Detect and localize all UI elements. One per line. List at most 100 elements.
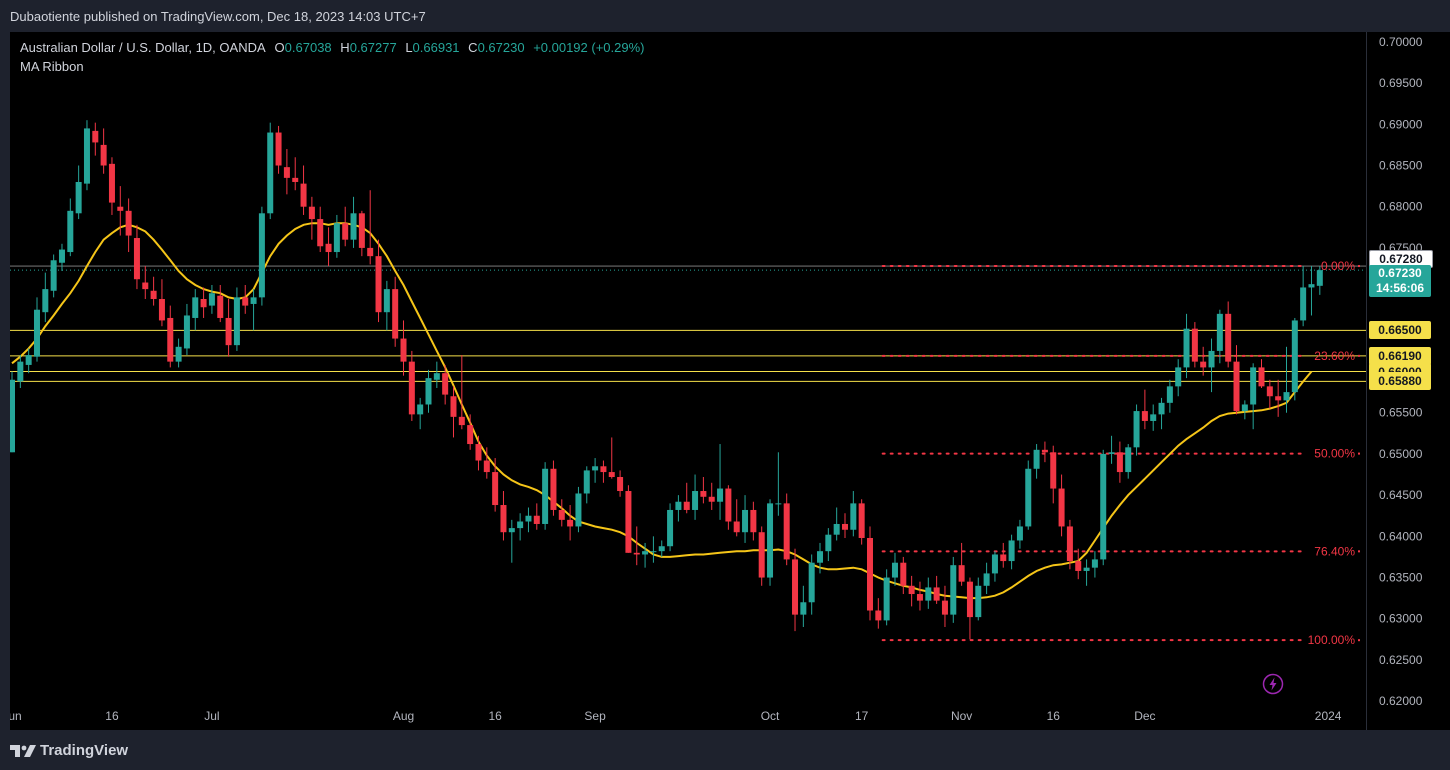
candle-body[interactable] <box>800 602 807 615</box>
candle-body[interactable] <box>1300 287 1307 321</box>
candle-body[interactable] <box>158 299 165 321</box>
candle-body[interactable] <box>17 361 24 382</box>
candle-body[interactable] <box>567 519 574 527</box>
candle-body[interactable] <box>125 210 132 236</box>
candle-body[interactable] <box>1108 452 1115 454</box>
candle-body[interactable] <box>817 551 824 563</box>
candle-body[interactable] <box>92 130 99 143</box>
candle-body[interactable] <box>792 559 799 615</box>
candle-body[interactable] <box>733 521 740 533</box>
candle-body[interactable] <box>550 468 557 510</box>
candle-body[interactable] <box>167 317 174 362</box>
candle-body[interactable] <box>50 260 57 291</box>
candle-body[interactable] <box>358 213 365 248</box>
candle-body[interactable] <box>350 213 357 240</box>
candle-body[interactable] <box>617 477 624 492</box>
candle-body[interactable] <box>292 177 299 182</box>
candle-body[interactable] <box>883 577 890 621</box>
candle-body[interactable] <box>1175 367 1182 387</box>
candle-body[interactable] <box>625 491 632 553</box>
candle-body[interactable] <box>708 496 715 502</box>
candle-body[interactable] <box>1083 567 1090 571</box>
candle-body[interactable] <box>392 289 399 339</box>
candle-body[interactable] <box>192 297 199 318</box>
tradingview-brand[interactable]: TradingView <box>10 742 128 759</box>
candle-body[interactable] <box>1075 561 1082 571</box>
candle-body[interactable] <box>233 297 240 346</box>
candle-body[interactable] <box>717 488 724 502</box>
candle-body[interactable] <box>633 552 640 555</box>
candle-body[interactable] <box>242 297 249 306</box>
candle-body[interactable] <box>1058 488 1065 527</box>
candle-body[interactable] <box>133 238 140 280</box>
candle-body[interactable] <box>758 532 765 578</box>
candle-body[interactable] <box>83 128 90 184</box>
candle-body[interactable] <box>700 491 707 497</box>
candle-body[interactable] <box>1250 367 1257 405</box>
candle-body[interactable] <box>675 501 682 510</box>
candle-body[interactable] <box>208 293 215 306</box>
candle-body[interactable] <box>925 587 932 601</box>
candle-body[interactable] <box>1183 328 1190 368</box>
candle-body[interactable] <box>1100 453 1107 560</box>
chart-pane[interactable]: 0.00% 23.60% 50.00% 76.40% 100.00% Jun 16 Jul Au… <box>10 32 1366 730</box>
candle-body[interactable] <box>1258 367 1265 387</box>
candle-body[interactable] <box>850 503 857 530</box>
candle-body[interactable] <box>941 600 948 615</box>
candle-body[interactable] <box>183 315 190 349</box>
candle-body[interactable] <box>425 378 432 405</box>
candle-body[interactable] <box>1166 386 1173 403</box>
candle-body[interactable] <box>667 509 674 547</box>
candle-body[interactable] <box>1050 452 1057 489</box>
candle-body[interactable] <box>592 466 599 471</box>
candle-body[interactable] <box>1283 392 1290 401</box>
candle-body[interactable] <box>775 503 782 505</box>
candle-body[interactable] <box>866 537 873 611</box>
candle-body[interactable] <box>1133 411 1140 448</box>
candle-body[interactable] <box>283 167 290 178</box>
candle-body[interactable] <box>966 581 973 618</box>
candle-body[interactable] <box>67 210 74 253</box>
candle-body[interactable] <box>642 551 649 555</box>
candle-body[interactable] <box>558 509 565 520</box>
candle-body[interactable] <box>408 361 415 415</box>
candle-body[interactable] <box>450 396 457 417</box>
candle-body[interactable] <box>1191 328 1198 362</box>
candle-body[interactable] <box>825 534 832 552</box>
candle-body[interactable] <box>1316 270 1323 286</box>
candle-body[interactable] <box>525 515 532 522</box>
candle-body[interactable] <box>467 425 474 445</box>
candle-body[interactable] <box>275 132 282 166</box>
candle-body[interactable] <box>492 472 499 506</box>
candle-body[interactable] <box>650 551 657 553</box>
candle-body[interactable] <box>1000 554 1007 562</box>
candle-body[interactable] <box>692 491 699 510</box>
candle-body[interactable] <box>75 181 82 214</box>
candle-body[interactable] <box>1016 526 1023 541</box>
candle-body[interactable] <box>908 585 915 595</box>
lightning-icon[interactable] <box>1262 673 1284 695</box>
candle-body[interactable] <box>175 346 182 362</box>
candle-body[interactable] <box>842 523 848 530</box>
candle-body[interactable] <box>367 247 374 257</box>
candle-body[interactable] <box>250 297 257 304</box>
candle-body[interactable] <box>1033 449 1040 469</box>
candle-body[interactable] <box>1225 313 1232 362</box>
candle-body[interactable] <box>891 562 898 578</box>
candle-body[interactable] <box>533 515 540 524</box>
candle-body[interactable] <box>1066 526 1073 562</box>
candle-body[interactable] <box>342 223 349 240</box>
candle-body[interactable] <box>858 503 865 538</box>
candle-body[interactable] <box>1291 320 1298 393</box>
candle-body[interactable] <box>217 295 224 318</box>
candle-body[interactable] <box>150 290 157 300</box>
candle-body[interactable] <box>600 466 607 473</box>
candle-body[interactable] <box>783 503 790 560</box>
candle-body[interactable] <box>1266 386 1273 397</box>
candle-body[interactable] <box>583 470 590 494</box>
candle-body[interactable] <box>750 509 757 533</box>
candle-body[interactable] <box>725 488 732 522</box>
candle-body[interactable] <box>300 183 307 207</box>
candle-body[interactable] <box>108 163 115 203</box>
candle-body[interactable] <box>1200 361 1207 368</box>
